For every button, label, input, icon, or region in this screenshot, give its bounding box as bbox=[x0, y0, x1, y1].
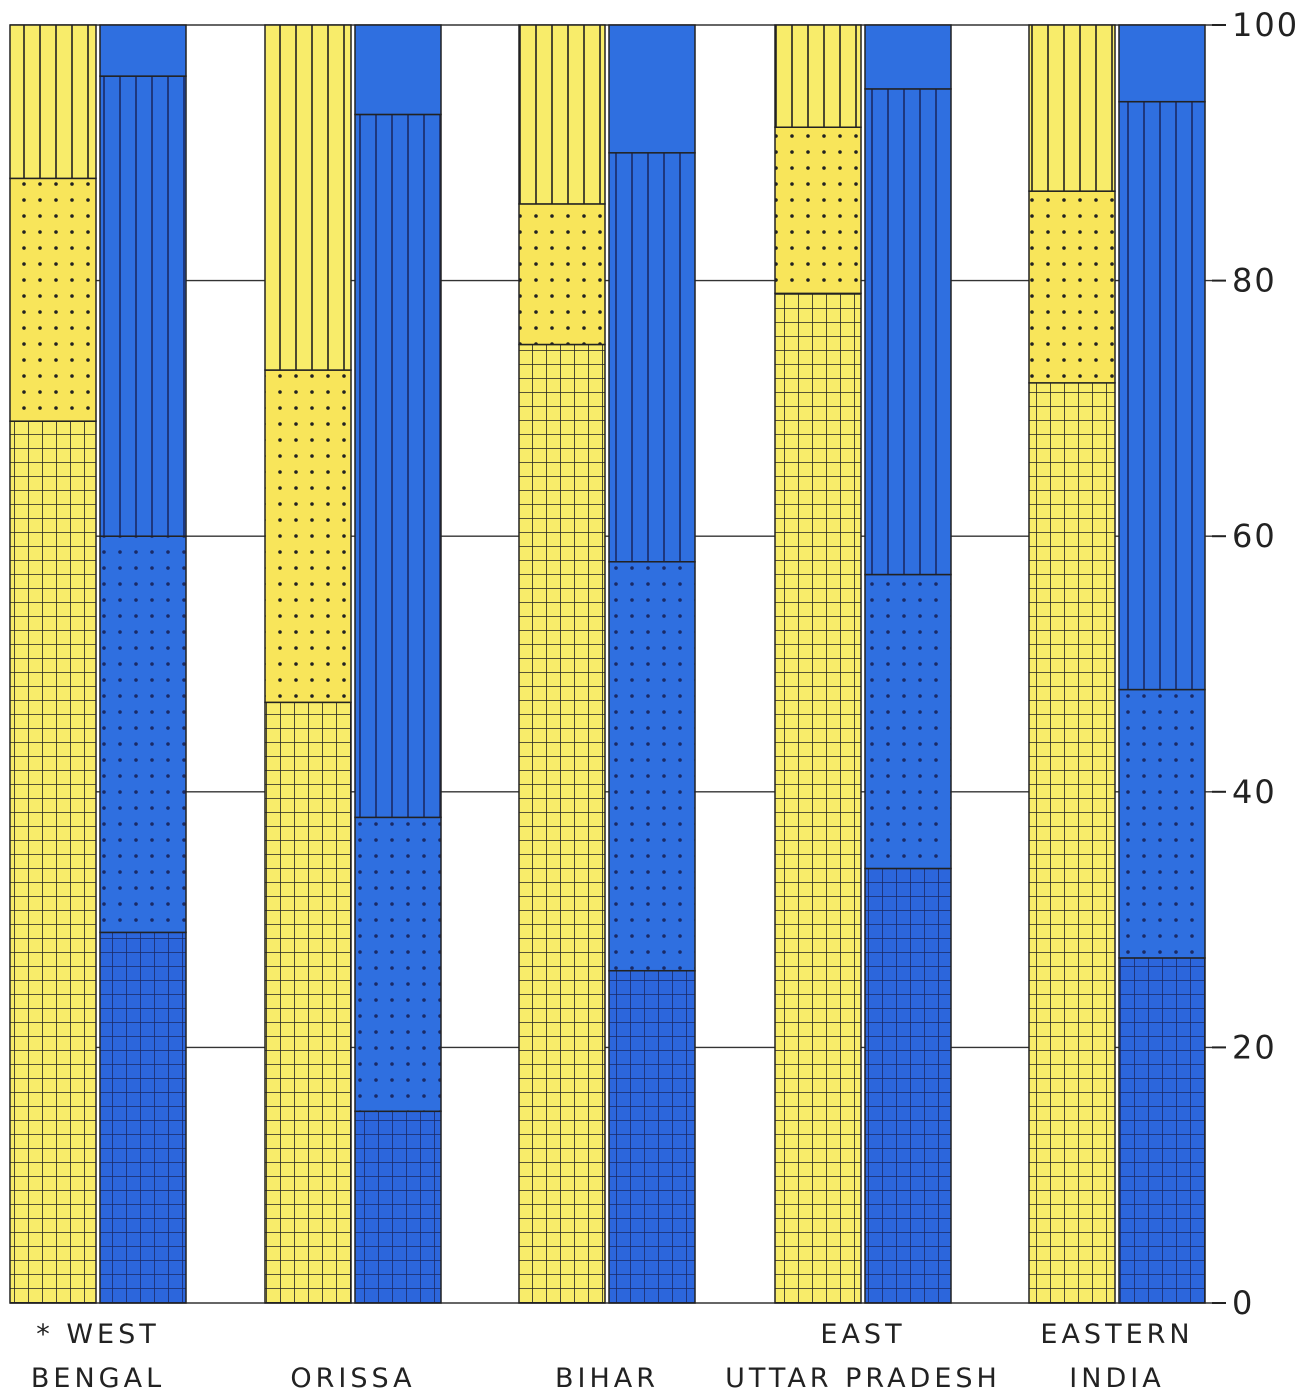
category-label-west-bengal-1: * WEST bbox=[36, 1319, 159, 1350]
bar-orissa-yellow-vertical-lines bbox=[264, 24, 352, 371]
bar-bihar-yellow-vertical-lines bbox=[518, 24, 606, 205]
bar-east-uttar-pradesh-blue-vertical-lines bbox=[864, 88, 952, 576]
bar-west-bengal-blue-dots bbox=[99, 535, 187, 934]
bar-orissa-yellow-dots bbox=[264, 369, 352, 704]
bar-eastern-india-blue-dots bbox=[1118, 688, 1206, 959]
bar-orissa-blue-vertical-lines bbox=[354, 113, 442, 819]
bar-east-uttar-pradesh-yellow-dots bbox=[774, 126, 862, 295]
bar-west-bengal-yellow-vertical-lines bbox=[9, 24, 97, 180]
bar-bihar-blue-dots bbox=[608, 561, 696, 972]
y-tick-label-40: 40 bbox=[1232, 773, 1277, 811]
bar-bihar-blue-grid bbox=[608, 969, 696, 1304]
bar-eastern-india-blue-vertical-lines bbox=[1118, 100, 1206, 691]
bar-orissa-blue-dots bbox=[354, 816, 442, 1113]
bar-east-uttar-pradesh-blue-plain bbox=[864, 24, 952, 90]
bar-east-uttar-pradesh-blue-grid bbox=[864, 867, 952, 1304]
bar-west-bengal-blue-plain bbox=[99, 24, 187, 77]
y-tick-label-20: 20 bbox=[1232, 1028, 1277, 1066]
bars bbox=[9, 24, 1206, 1304]
bar-bihar-blue-vertical-lines bbox=[608, 152, 696, 563]
bar-orissa-blue-plain bbox=[354, 24, 442, 116]
category-label-east-uttar-pradesh-2: UTTAR PRADESH bbox=[725, 1363, 1001, 1393]
category-label-eastern-india-2: INDIA bbox=[1069, 1363, 1164, 1393]
bar-orissa-blue-grid bbox=[354, 1110, 442, 1304]
y-tick-label-80: 80 bbox=[1232, 262, 1277, 300]
bar-east-uttar-pradesh-yellow-vertical-lines bbox=[774, 24, 862, 128]
bar-west-bengal-yellow-dots bbox=[9, 177, 97, 422]
category-label-bihar-1: BIHAR bbox=[555, 1363, 659, 1393]
bar-west-bengal-yellow-grid bbox=[9, 420, 97, 1304]
bar-orissa-yellow-grid bbox=[264, 701, 352, 1304]
category-label-orissa-1: ORISSA bbox=[290, 1363, 415, 1393]
category-label-eastern-india-1: EASTERN bbox=[1040, 1319, 1193, 1350]
bar-eastern-india-blue-grid bbox=[1118, 957, 1206, 1304]
category-labels: * WEST BENGAL ORISSA BIHAR EAST UTTAR PRADESH… bbox=[31, 1319, 1193, 1393]
y-tick-label-0: 0 bbox=[1232, 1284, 1254, 1322]
bar-eastern-india-yellow-grid bbox=[1028, 382, 1116, 1304]
category-label-east-uttar-pradesh-1: EAST bbox=[820, 1319, 905, 1350]
bar-bihar-yellow-grid bbox=[518, 343, 606, 1304]
bar-west-bengal-blue-grid bbox=[99, 931, 187, 1304]
y-tick-label-60: 60 bbox=[1232, 517, 1277, 555]
bar-eastern-india-blue-plain bbox=[1118, 24, 1206, 103]
bar-west-bengal-blue-vertical-lines bbox=[99, 75, 187, 537]
bar-eastern-india-yellow-vertical-lines bbox=[1028, 24, 1116, 192]
category-label-west-bengal-2: BENGAL bbox=[31, 1363, 165, 1393]
bar-east-uttar-pradesh-yellow-grid bbox=[774, 292, 862, 1304]
bar-eastern-india-yellow-dots bbox=[1028, 190, 1116, 384]
bar-east-uttar-pradesh-blue-dots bbox=[864, 573, 952, 870]
y-tick-label-100: 100 bbox=[1232, 6, 1299, 44]
y-axis-ticks: 0 20 40 60 80 100 bbox=[1212, 6, 1299, 1322]
bar-bihar-blue-plain bbox=[608, 24, 696, 154]
bar-bihar-yellow-dots bbox=[518, 203, 606, 346]
